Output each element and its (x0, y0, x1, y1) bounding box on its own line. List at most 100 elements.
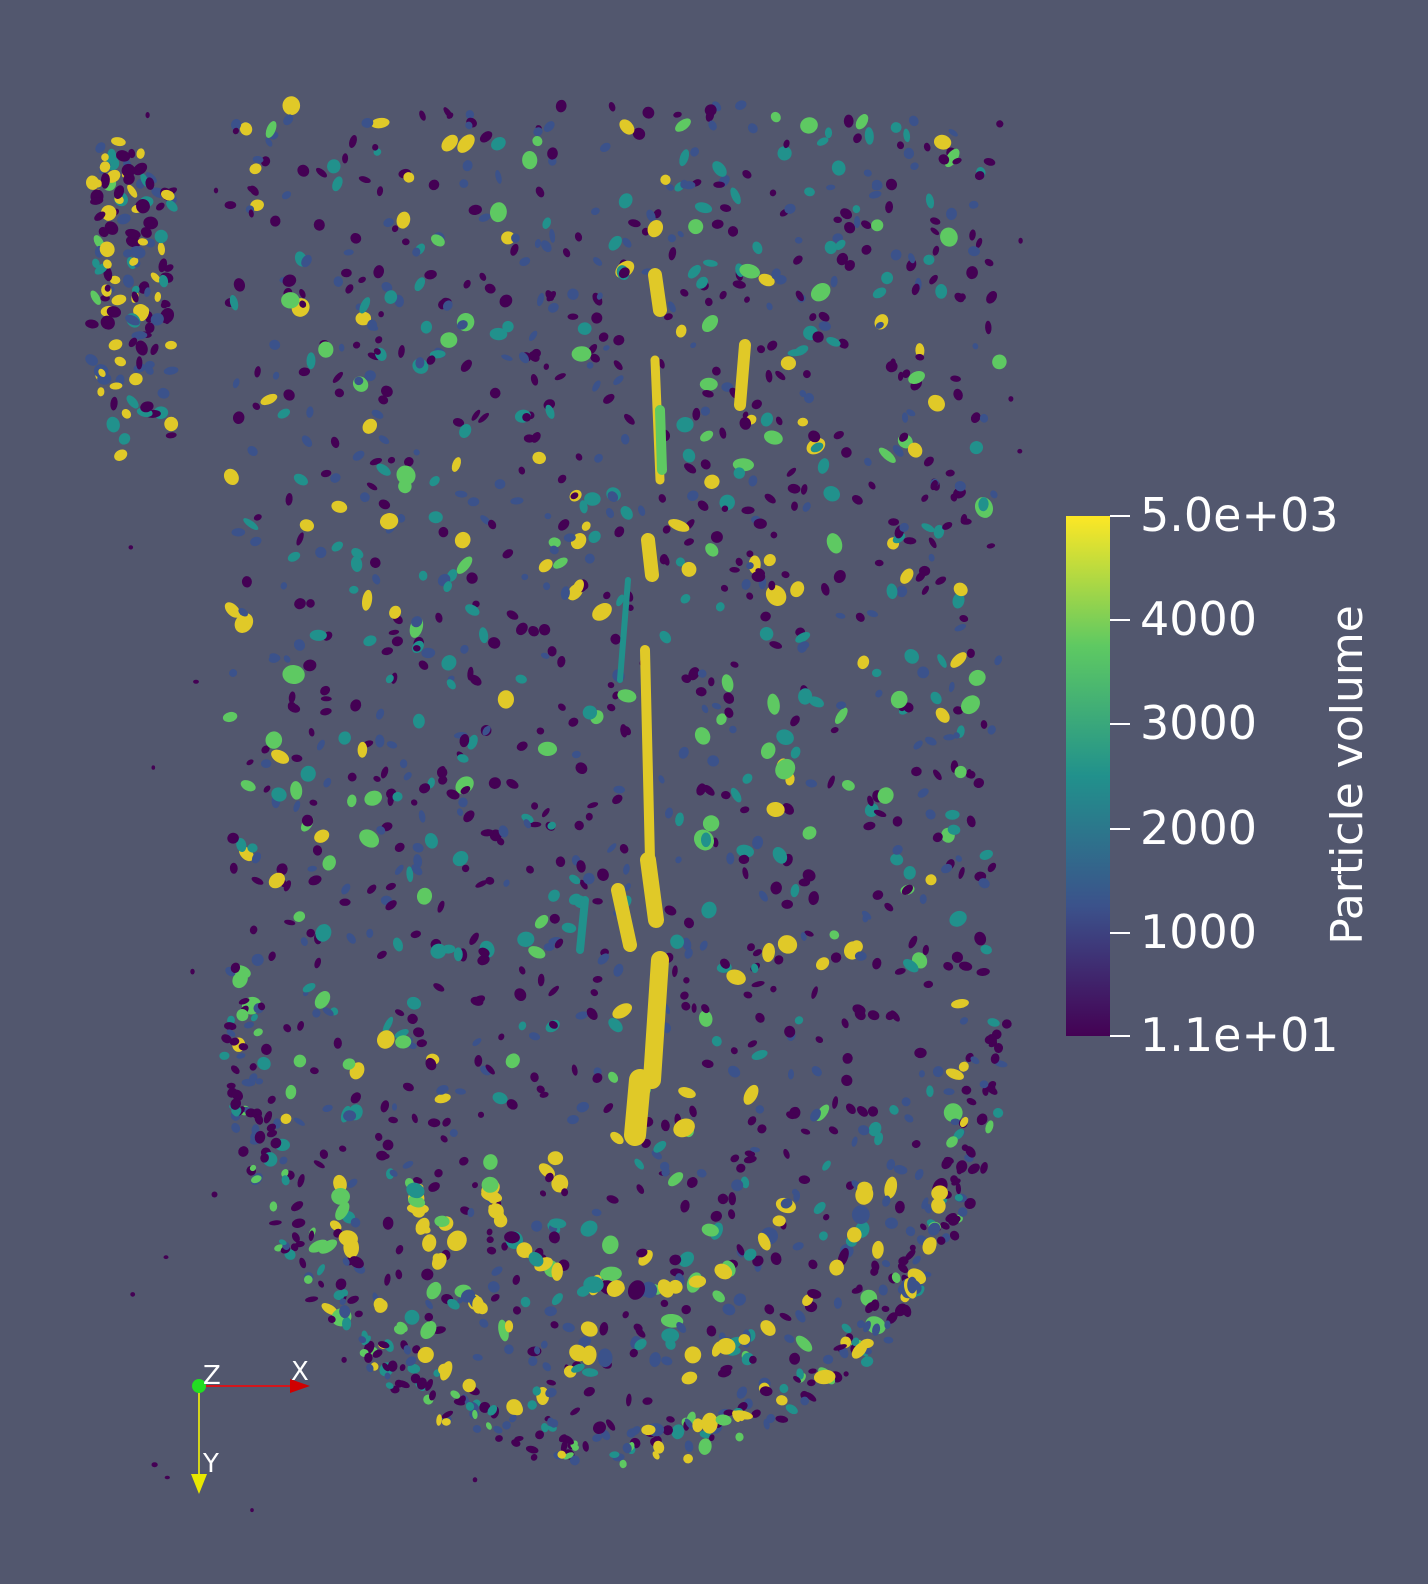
particle (547, 646, 557, 657)
particle (283, 880, 292, 892)
particle (338, 1230, 358, 1247)
particle (387, 456, 396, 464)
particle (549, 228, 556, 243)
particle (772, 1215, 786, 1227)
particle (691, 1003, 697, 1013)
particle (544, 1306, 557, 1317)
particle (434, 1093, 451, 1104)
particle (572, 579, 584, 595)
particle (413, 645, 421, 652)
particle (872, 957, 882, 970)
particle (394, 1009, 405, 1017)
particle (546, 1379, 557, 1386)
particle (861, 910, 872, 920)
particle (785, 1404, 798, 1415)
particle (958, 1061, 969, 1072)
particle (375, 734, 385, 748)
particle (908, 370, 925, 385)
particle (717, 1193, 729, 1205)
particle (897, 371, 904, 381)
particle (454, 531, 471, 549)
particle (419, 110, 426, 121)
particle (818, 311, 830, 322)
particle (265, 731, 283, 749)
particle (313, 219, 325, 231)
particle (555, 99, 567, 113)
particle (610, 1131, 624, 1145)
particle (764, 430, 783, 445)
particle (684, 1346, 702, 1364)
particle (695, 1419, 704, 1431)
particle (798, 688, 813, 705)
particle (516, 741, 528, 751)
particle (888, 518, 900, 526)
particle (726, 852, 735, 865)
particle (465, 604, 480, 616)
particle (404, 1309, 420, 1325)
particle (530, 374, 539, 386)
particle (532, 1386, 541, 1396)
particle (634, 1338, 647, 1351)
particle (660, 1299, 669, 1308)
particle (622, 1442, 632, 1454)
particle (817, 458, 830, 474)
particle (467, 734, 478, 750)
particle (550, 1321, 559, 1329)
particle (780, 356, 796, 371)
particle (808, 696, 824, 708)
particle (824, 127, 833, 139)
particle (394, 1029, 409, 1039)
particle (751, 1050, 768, 1060)
particle (914, 1047, 927, 1059)
particle (229, 862, 238, 874)
particle (487, 1281, 500, 1293)
particle (856, 1320, 865, 1329)
particle (953, 706, 964, 715)
particle (912, 1255, 921, 1265)
particle (251, 953, 264, 966)
particle (592, 1433, 602, 1442)
particle (832, 1096, 839, 1109)
particle (276, 863, 288, 876)
particle (543, 121, 555, 133)
particle (767, 693, 780, 715)
particle (434, 1168, 443, 1178)
particle (427, 1118, 441, 1128)
particle (492, 1092, 508, 1105)
particle (712, 161, 727, 177)
particle (551, 1262, 563, 1281)
particle (743, 1084, 759, 1105)
particle (156, 202, 165, 211)
particle (534, 239, 541, 248)
particle (123, 249, 133, 258)
particle (752, 1255, 764, 1267)
particle (460, 644, 469, 654)
particle (599, 1322, 609, 1336)
particle (667, 234, 676, 243)
particle (957, 1207, 968, 1217)
particle (808, 891, 819, 906)
particle (425, 1057, 437, 1071)
particle (620, 433, 630, 445)
particle-streak (624, 1069, 651, 1146)
z-axis-endpoint (192, 1379, 206, 1393)
particle (829, 930, 840, 940)
particle (118, 433, 131, 445)
particle (329, 1220, 342, 1232)
particle (349, 585, 359, 594)
particle (458, 797, 468, 808)
particle (483, 1154, 498, 1170)
particle (738, 1334, 751, 1345)
particle (532, 451, 546, 465)
particle (463, 279, 471, 289)
colorbar-tick (1110, 827, 1130, 830)
particle (582, 705, 598, 720)
particle (937, 654, 947, 668)
particle (688, 1275, 707, 1288)
particle (613, 375, 624, 386)
particle (437, 767, 448, 779)
particle (602, 1235, 619, 1255)
particle (714, 1263, 733, 1280)
